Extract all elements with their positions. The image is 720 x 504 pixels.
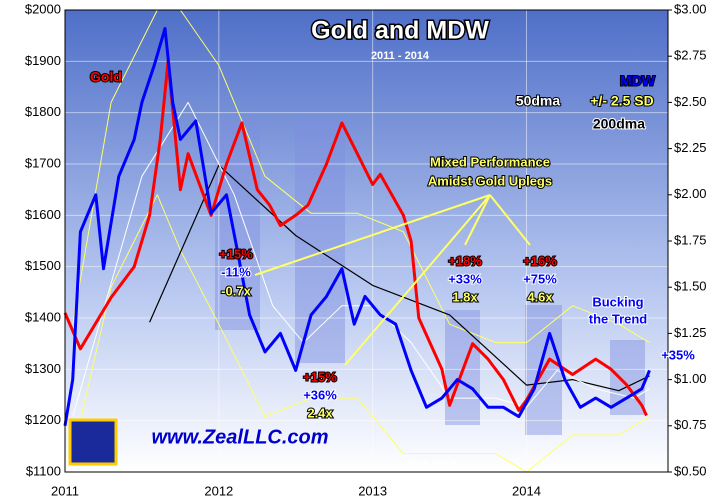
y-tick-label: $1900	[25, 53, 61, 68]
y2-tick-label: $1.50	[674, 279, 707, 294]
plot-border	[64, 9, 669, 473]
annotation: -11%	[221, 264, 251, 279]
annotation: 10.1.2014	[408, 459, 458, 471]
chart-subtitle: 2011 - 2014	[371, 50, 430, 62]
y2-tick-label: $2.25	[674, 140, 707, 155]
y2-tick-label: $2.00	[674, 186, 707, 201]
band-lower	[72, 194, 650, 473]
legend-label: 50dma	[516, 93, 561, 109]
annotation: +15%	[219, 246, 253, 261]
x-tick-label: 2011	[51, 483, 79, 498]
y2-tick-label: $0.75	[674, 417, 707, 432]
annotation: Amidst Gold Uplegs	[428, 173, 552, 188]
pointer	[489, 194, 531, 246]
y-tick-label: $1400	[25, 309, 61, 324]
annotation: +35%	[661, 347, 695, 362]
y-tick-label: $1600	[25, 207, 61, 222]
legend-label: +/- 2.5 SD	[590, 93, 653, 109]
pointer	[464, 194, 491, 246]
annotation: www.ZealLLC.com	[151, 426, 328, 448]
x-tick-label: 2013	[358, 483, 387, 498]
annotation: the Trend	[589, 311, 648, 326]
y2-tick-label: $1.75	[674, 232, 707, 247]
annotation: +18%	[448, 253, 482, 268]
y-tick-label: $1300	[25, 361, 61, 376]
pointer	[344, 194, 491, 366]
annotation: +75%	[523, 271, 557, 286]
y2-tick-label: $2.50	[674, 94, 707, 109]
x-tick-label: 2012	[204, 483, 233, 498]
annotation: +36%	[303, 387, 337, 402]
highlight	[215, 120, 260, 330]
y-tick-label: $1200	[25, 412, 61, 427]
x-tick-label: 2014	[512, 483, 541, 498]
annotation: -0.7x	[221, 283, 251, 298]
series-line	[63, 27, 651, 427]
logo	[68, 418, 118, 466]
y-tick-label: $1700	[25, 155, 61, 170]
y-tick-label: $2000	[25, 1, 61, 16]
annotation: Mixed Performance	[430, 154, 550, 169]
y-tick-label: $1500	[25, 258, 61, 273]
chart-title: Gold and MDW	[311, 17, 489, 45]
annotation: +33%	[448, 271, 482, 286]
series-line	[149, 164, 650, 392]
plot	[63, 9, 651, 473]
annotation: +16%	[523, 253, 557, 268]
y-tick-label: $1100	[26, 463, 61, 478]
y-tick-label: $1800	[25, 104, 61, 119]
y2-tick-label: $1.25	[674, 325, 707, 340]
pointer	[254, 194, 491, 276]
annotation: 4.6x	[527, 289, 553, 304]
series-line	[72, 101, 650, 417]
annotation: 1.8x	[452, 289, 478, 304]
legend-label: 200dma	[593, 116, 645, 132]
legend-label: Gold	[90, 69, 122, 85]
annotation: 2.4x	[307, 405, 333, 420]
legend-label: MDW	[620, 73, 656, 89]
y2-tick-label: $0.50	[674, 463, 707, 478]
y2-tick-label: $2.75	[674, 48, 707, 63]
annotation: Bucking	[592, 294, 643, 309]
y2-tick-label: $3.00	[674, 1, 707, 16]
y2-tick-label: $1.00	[674, 371, 707, 386]
pointer-lines	[254, 194, 531, 366]
annotation: +15%	[303, 369, 337, 384]
